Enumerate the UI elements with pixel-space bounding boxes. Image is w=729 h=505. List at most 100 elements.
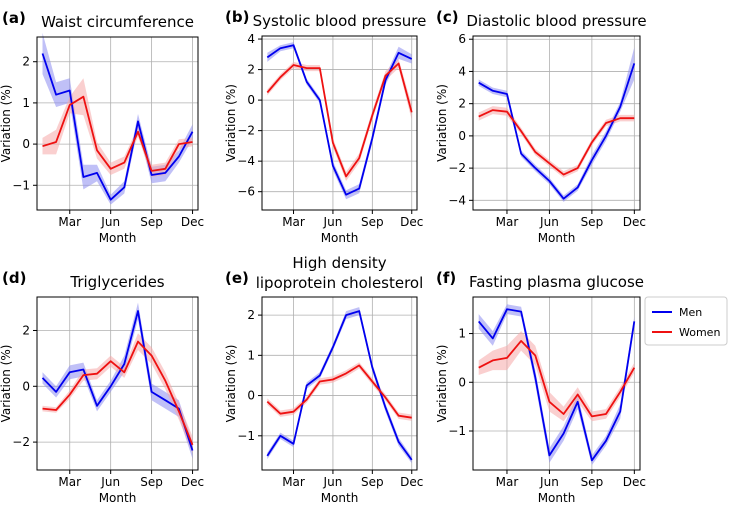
y-tick-label: −2 <box>448 161 466 175</box>
series-line-men <box>478 308 636 462</box>
y-tick-label: 0 <box>22 137 30 151</box>
y-tick-label: 0 <box>458 375 466 389</box>
y-tick-label: 1 <box>458 327 466 341</box>
x-axis-label: Month <box>538 231 576 245</box>
y-tick-label: 0 <box>458 129 466 143</box>
confidence-band-men <box>42 32 193 205</box>
y-tick-label: 0 <box>22 379 30 393</box>
panel-title: Fasting plasma glucose <box>469 273 644 291</box>
axes-frame <box>261 35 418 211</box>
panel-title: Waist circumference <box>41 13 194 31</box>
panel-title: Diastolic blood pressure <box>466 12 646 30</box>
legend-label-men: Men <box>679 306 702 319</box>
chart-panel-c: Mar Jun Sep Dec −4 −2 0 2 4 6 Month Variation (%) (c… <box>435 8 647 245</box>
x-tick-label: Jun <box>539 475 559 489</box>
panel-title: Systolic blood pressure <box>253 12 427 30</box>
chart-panel-a: Mar Jun Sep Dec −1 0 1 2 Month Variation (%) (a) Wa… <box>0 9 204 245</box>
chart-panel-e: Mar Jun Sep Dec −1 0 1 2 Month Variation (%) (e) Hi… <box>224 254 423 505</box>
panel-letter: (e) <box>225 269 249 287</box>
panel-title: High density <box>292 254 386 272</box>
y-tick-label: −1 <box>12 178 30 192</box>
x-tick-label: Dec <box>181 475 204 489</box>
x-tick-label: Mar <box>282 475 305 489</box>
y-tick-label: −6 <box>237 185 255 199</box>
y-axis-label: Variation (%) <box>0 345 13 423</box>
y-tick-label: 2 <box>458 97 466 111</box>
panel-title: Triglycerides <box>69 273 164 291</box>
x-tick-label: Mar <box>58 215 81 229</box>
x-tick-label: Dec <box>623 475 646 489</box>
y-tick-label: 2 <box>22 55 30 69</box>
y-axis-label: Variation (%) <box>435 345 449 423</box>
confidence-band-women <box>42 78 193 177</box>
axes-frame <box>472 35 641 211</box>
axes-frame <box>36 36 199 211</box>
series-line-women <box>42 340 194 446</box>
series-line-men <box>478 63 636 200</box>
y-tick-label: 1 <box>247 348 255 362</box>
y-tick-label: 2 <box>22 323 30 337</box>
x-tick-label: Sep <box>581 215 604 229</box>
y-tick-label: 2 <box>247 308 255 322</box>
x-tick-label: Mar <box>496 475 519 489</box>
series-line-women <box>42 95 193 172</box>
x-tick-label: Sep <box>361 215 384 229</box>
x-tick-label: Mar <box>58 475 81 489</box>
confidence-band-women <box>267 58 412 181</box>
series-line-men <box>266 310 413 461</box>
series-line-women <box>478 340 636 418</box>
panel-letter: (f) <box>436 269 456 287</box>
x-tick-label: Dec <box>400 475 423 489</box>
y-axis-label: Variation (%) <box>0 85 13 163</box>
y-tick-label: 6 <box>458 32 466 46</box>
confidence-band-women <box>478 106 635 178</box>
axes-frame <box>472 296 641 471</box>
y-tick-label: 0 <box>247 93 255 107</box>
confidence-band-men <box>42 302 193 459</box>
x-axis-label: Month <box>99 491 137 505</box>
series-line-men <box>41 53 194 201</box>
x-tick-label: Sep <box>361 475 384 489</box>
x-axis-label: Month <box>538 491 576 505</box>
y-axis-label: Variation (%) <box>224 345 238 423</box>
confidence-band-men <box>478 304 635 466</box>
panel-letter: (b) <box>225 8 249 26</box>
x-axis-label: Month <box>321 231 359 245</box>
y-tick-label: −1 <box>237 429 255 443</box>
x-tick-label: Jun <box>100 215 120 229</box>
legend: Men Women <box>644 296 728 346</box>
panel-letter: (a) <box>2 9 26 27</box>
legend-label-women: Women <box>679 326 720 339</box>
series-line-women <box>266 62 413 178</box>
y-axis-label: Variation (%) <box>224 84 238 162</box>
y-tick-label: 2 <box>247 63 255 77</box>
x-tick-label: Sep <box>140 475 163 489</box>
x-tick-label: Sep <box>581 475 604 489</box>
x-tick-label: Dec <box>400 215 423 229</box>
y-tick-label: 4 <box>247 32 255 46</box>
x-axis-label: Month <box>321 491 359 505</box>
x-tick-label: Jun <box>323 475 343 489</box>
y-tick-label: 1 <box>22 96 30 110</box>
y-tick-label: −2 <box>12 435 30 449</box>
y-tick-label: −2 <box>237 124 255 138</box>
confidence-band-men <box>267 42 412 200</box>
chart-panel-f: Mar Jun Sep Dec −1 0 1 Month Variation (%) (f) Fas… <box>435 269 646 505</box>
chart-panel-b: Mar Jun Sep Dec −6 −4 −2 0 2 4 Month Variation (%) (… <box>224 8 426 245</box>
panel-letter: (c) <box>436 8 459 26</box>
x-tick-label: Jun <box>100 475 120 489</box>
y-tick-label: −4 <box>448 193 466 207</box>
y-tick-label: 0 <box>247 389 255 403</box>
x-tick-label: Jun <box>323 215 343 229</box>
x-tick-label: Dec <box>181 215 204 229</box>
y-tick-label: −1 <box>448 424 466 438</box>
panel-title-line2: lipoprotein cholesterol <box>256 274 424 292</box>
confidence-band-women <box>478 331 635 422</box>
x-tick-label: Mar <box>496 215 519 229</box>
x-tick-label: Mar <box>282 215 305 229</box>
panel-letter: (d) <box>2 269 26 287</box>
x-tick-label: Dec <box>623 215 646 229</box>
x-tick-label: Jun <box>539 215 559 229</box>
y-tick-label: −4 <box>237 154 255 168</box>
